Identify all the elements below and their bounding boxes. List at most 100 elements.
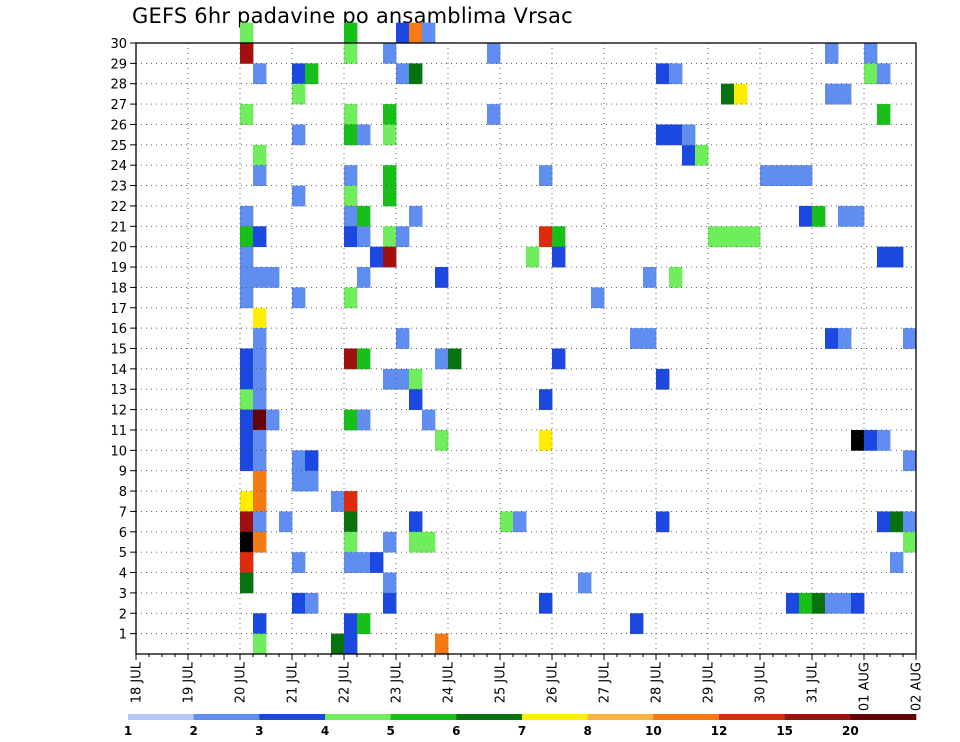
- colorbar-label: 3: [255, 724, 263, 738]
- x-tick-label: 02 AUG: [910, 662, 925, 711]
- y-tick-label: 26: [110, 118, 127, 133]
- heatmap-cell: [539, 592, 553, 614]
- heatmap-cell: [721, 226, 735, 248]
- heatmap-cell: [240, 531, 254, 553]
- heatmap-cell: [851, 429, 865, 451]
- y-tick-label: 18: [110, 281, 127, 296]
- heatmap-cell: [630, 328, 644, 349]
- heatmap-cell: [292, 592, 306, 614]
- heatmap-cell: [669, 63, 683, 85]
- y-tick-label: 15: [110, 343, 127, 358]
- heatmap-cell: [253, 613, 267, 635]
- heatmap-cell: [383, 368, 397, 390]
- colorbar-label: 1: [124, 724, 132, 738]
- heatmap-cell: [383, 165, 397, 186]
- x-tick-label: 28 JUL: [650, 661, 665, 703]
- y-tick-label: 12: [110, 404, 127, 419]
- heatmap-cell: [292, 124, 306, 146]
- heatmap-cell: [240, 104, 254, 125]
- heatmap-cell: [643, 267, 657, 288]
- heatmap-cell: [409, 63, 423, 85]
- colorbar-label: 15: [776, 724, 793, 738]
- heatmap-cell: [344, 124, 358, 146]
- heatmap-cell: [383, 43, 397, 64]
- heatmap-cell: [669, 267, 683, 288]
- y-tick-label: 20: [110, 241, 127, 256]
- heatmap-cell: [890, 511, 904, 533]
- heatmap-cell: [656, 511, 670, 533]
- heatmap-cell: [539, 165, 553, 186]
- heatmap-cell: [552, 246, 566, 268]
- heatmap-cell: [357, 613, 371, 635]
- colorbar-label: 5: [386, 724, 394, 738]
- colorbar-label: 10: [645, 724, 662, 738]
- y-tick-label: 21: [110, 220, 127, 235]
- heatmap-cell: [292, 83, 306, 105]
- heatmap-cell: [253, 63, 267, 85]
- heatmap-cell: [344, 43, 358, 64]
- heatmap-cell: [838, 592, 852, 614]
- heatmap-cell: [240, 267, 254, 288]
- heatmap-cell: [656, 63, 670, 85]
- y-tick-label: 30: [110, 37, 127, 52]
- heatmap-cell: [253, 389, 267, 410]
- heatmap-cell: [253, 144, 267, 166]
- heatmap-cell: [240, 491, 254, 512]
- heatmap-cell: [825, 592, 839, 614]
- heatmap-cell: [721, 83, 735, 105]
- heatmap-cell: [890, 246, 904, 268]
- colorbar-segment: [719, 714, 785, 720]
- heatmap-cell: [253, 511, 267, 533]
- heatmap-cell: [435, 267, 449, 288]
- heatmap-cell: [240, 226, 254, 248]
- x-tick-label: 30 JUL: [754, 661, 769, 703]
- heatmap-cell: [305, 592, 319, 614]
- x-axis: 18 JUL 19 JUL 20 JUL 21 JUL 22 JUL 23 JUL 24 J…: [130, 654, 925, 711]
- heatmap-cell: [240, 43, 254, 64]
- heatmap-cell: [864, 63, 878, 85]
- heatmap-cell: [838, 205, 852, 227]
- heatmap-cell: [643, 328, 657, 349]
- heatmap-cell: [877, 63, 891, 85]
- heatmap-cell: [435, 429, 449, 451]
- heatmap-cell: [344, 226, 358, 248]
- heatmap-cell: [760, 165, 774, 186]
- heatmap-cell: [656, 124, 670, 146]
- heatmap-cell: [500, 511, 514, 533]
- heatmap-cell: [903, 531, 917, 553]
- heatmap-cell: [240, 511, 254, 533]
- heatmap-cell: [292, 185, 306, 207]
- heatmap-cell: [331, 491, 345, 512]
- heatmap-cell: [799, 592, 813, 614]
- heatmap-cell: [292, 287, 306, 309]
- heatmap-cell: [253, 348, 267, 370]
- heatmap-cell: [656, 368, 670, 390]
- x-tick-label: 18 JUL: [130, 661, 145, 703]
- heatmap-cell: [591, 287, 605, 309]
- colorbar-label: 2: [189, 724, 197, 738]
- heatmap-cell: [708, 226, 722, 248]
- heatmap-cell: [838, 328, 852, 349]
- heatmap-cell: [630, 613, 644, 635]
- heatmap-cell: [253, 491, 267, 512]
- heatmap-cell: [344, 491, 358, 512]
- y-tick-label: 19: [110, 261, 127, 276]
- heatmap-cell: [396, 22, 410, 44]
- heatmap-cell: [552, 226, 566, 248]
- y-tick-label: 25: [110, 139, 127, 154]
- y-tick-label: 4: [119, 567, 127, 582]
- heatmap-cell: [266, 267, 280, 288]
- heatmap-cell: [253, 429, 267, 451]
- colorbar-segment: [390, 714, 457, 720]
- heatmap-cell: [357, 409, 371, 431]
- heatmap-cell: [773, 165, 787, 186]
- heatmap-cell: [266, 409, 280, 431]
- heatmap-cell: [305, 450, 319, 472]
- heatmap-cell: [396, 226, 410, 248]
- x-tick-label: 27 JUL: [598, 661, 613, 703]
- colorbar-segment: [587, 714, 654, 720]
- heatmap-cell: [552, 348, 566, 370]
- x-tick-label: 23 JUL: [390, 661, 405, 703]
- x-tick-label: 01 AUG: [858, 662, 873, 711]
